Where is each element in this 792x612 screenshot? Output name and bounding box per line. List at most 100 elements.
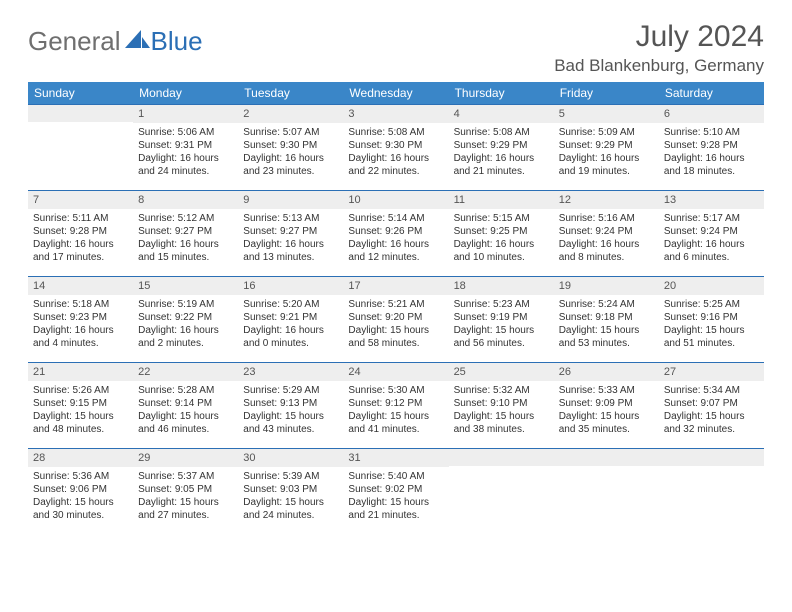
day-body: Sunrise: 5:10 AMSunset: 9:28 PMDaylight:… [659,123,764,182]
weekday-header: Monday [133,82,238,104]
day-body: Sunrise: 5:14 AMSunset: 9:26 PMDaylight:… [343,209,448,268]
day-body: Sunrise: 5:28 AMSunset: 9:14 PMDaylight:… [133,381,238,440]
day-number: 2 [238,104,343,123]
daylight-text: Daylight: 16 hours and 13 minutes. [243,238,338,264]
calendar-cell: 25Sunrise: 5:32 AMSunset: 9:10 PMDayligh… [449,362,554,448]
empty-day-bar [554,448,659,466]
sunrise-text: Sunrise: 5:21 AM [348,298,443,311]
calendar-cell: 24Sunrise: 5:30 AMSunset: 9:12 PMDayligh… [343,362,448,448]
calendar-cell: 8Sunrise: 5:12 AMSunset: 9:27 PMDaylight… [133,190,238,276]
calendar-cell: 5Sunrise: 5:09 AMSunset: 9:29 PMDaylight… [554,104,659,190]
sunset-text: Sunset: 9:29 PM [559,139,654,152]
daylight-text: Daylight: 16 hours and 24 minutes. [138,152,233,178]
sunrise-text: Sunrise: 5:13 AM [243,212,338,225]
daylight-text: Daylight: 16 hours and 22 minutes. [348,152,443,178]
sunrise-text: Sunrise: 5:11 AM [33,212,128,225]
day-number: 20 [659,276,764,295]
calendar-week-row: 7Sunrise: 5:11 AMSunset: 9:28 PMDaylight… [28,190,764,276]
daylight-text: Daylight: 16 hours and 10 minutes. [454,238,549,264]
sunrise-text: Sunrise: 5:26 AM [33,384,128,397]
calendar-cell: 6Sunrise: 5:10 AMSunset: 9:28 PMDaylight… [659,104,764,190]
calendar-week-row: 14Sunrise: 5:18 AMSunset: 9:23 PMDayligh… [28,276,764,362]
title-block: July 2024 Bad Blankenburg, Germany [554,20,764,76]
sunrise-text: Sunrise: 5:25 AM [664,298,759,311]
sunrise-text: Sunrise: 5:15 AM [454,212,549,225]
sunset-text: Sunset: 9:09 PM [559,397,654,410]
sunrise-text: Sunrise: 5:08 AM [348,126,443,139]
calendar-cell: 26Sunrise: 5:33 AMSunset: 9:09 PMDayligh… [554,362,659,448]
sunset-text: Sunset: 9:28 PM [664,139,759,152]
day-body: Sunrise: 5:33 AMSunset: 9:09 PMDaylight:… [554,381,659,440]
weekday-header-row: Sunday Monday Tuesday Wednesday Thursday… [28,82,764,104]
day-body: Sunrise: 5:06 AMSunset: 9:31 PMDaylight:… [133,123,238,182]
calendar-cell [449,448,554,534]
day-number: 9 [238,190,343,209]
day-number: 19 [554,276,659,295]
sunset-text: Sunset: 9:24 PM [664,225,759,238]
day-body: Sunrise: 5:19 AMSunset: 9:22 PMDaylight:… [133,295,238,354]
day-number: 21 [28,362,133,381]
day-number: 23 [238,362,343,381]
sunrise-text: Sunrise: 5:17 AM [664,212,759,225]
day-number: 4 [449,104,554,123]
day-body: Sunrise: 5:09 AMSunset: 9:29 PMDaylight:… [554,123,659,182]
day-body: Sunrise: 5:37 AMSunset: 9:05 PMDaylight:… [133,467,238,526]
sunset-text: Sunset: 9:25 PM [454,225,549,238]
calendar-week-row: 21 Sunrise: 5:26 AMSunset: 9:15 PM Dayligh… [28,362,764,448]
calendar-cell: 3Sunrise: 5:08 AMSunset: 9:30 PMDaylight… [343,104,448,190]
sunset-text: Sunset: 9:23 PM [33,311,128,324]
sunset-text: Sunset: 9:15 PM [33,397,128,410]
daylight-text: Daylight: 15 hours and 30 minutes. [33,496,128,522]
sunrise-text: Sunrise: 5:29 AM [243,384,338,397]
sunrise-text: Sunrise: 5:39 AM [243,470,338,483]
day-number: 29 [133,448,238,467]
sunset-text: Sunset: 9:31 PM [138,139,233,152]
calendar-cell: 12Sunrise: 5:16 AMSunset: 9:24 PMDayligh… [554,190,659,276]
daylight-text: Daylight: 15 hours and 27 minutes. [138,496,233,522]
sunrise-text: Sunrise: 5:40 AM [348,470,443,483]
header: General Blue July 2024 Bad Blankenburg, … [28,20,764,76]
daylight-text: Daylight: 15 hours and 58 minutes. [348,324,443,350]
brand-logo: General Blue [28,26,203,57]
day-body: Sunrise: 5:24 AMSunset: 9:18 PMDaylight:… [554,295,659,354]
calendar-cell: 28Sunrise: 5:36 AMSunset: 9:06 PMDayligh… [28,448,133,534]
day-number: 5 [554,104,659,123]
sunrise-text: Sunrise: 5:24 AM [559,298,654,311]
daylight-text: Daylight: 15 hours and 51 minutes. [664,324,759,350]
weekday-header: Saturday [659,82,764,104]
calendar-table: Sunday Monday Tuesday Wednesday Thursday… [28,82,764,534]
sunrise-text: Sunrise: 5:30 AM [348,384,443,397]
brand-word-1: General [28,26,121,57]
day-body: Sunrise: 5:21 AMSunset: 9:20 PMDaylight:… [343,295,448,354]
empty-day-bar [659,448,764,466]
day-number: 28 [28,448,133,467]
sunset-text: Sunset: 9:30 PM [348,139,443,152]
day-body: Sunrise: 5:13 AMSunset: 9:27 PMDaylight:… [238,209,343,268]
day-body: Sunrise: 5:20 AMSunset: 9:21 PMDaylight:… [238,295,343,354]
calendar-cell: 17Sunrise: 5:21 AMSunset: 9:20 PMDayligh… [343,276,448,362]
day-number: 16 [238,276,343,295]
weekday-header: Thursday [449,82,554,104]
month-title: July 2024 [554,20,764,54]
daylight-text: Daylight: 15 hours and 56 minutes. [454,324,549,350]
sunset-text: Sunset: 9:19 PM [454,311,549,324]
day-body: Sunrise: 5:40 AMSunset: 9:02 PMDaylight:… [343,467,448,526]
calendar-cell: 30Sunrise: 5:39 AMSunset: 9:03 PMDayligh… [238,448,343,534]
calendar-cell: 16Sunrise: 5:20 AMSunset: 9:21 PMDayligh… [238,276,343,362]
calendar-week-row: 28Sunrise: 5:36 AMSunset: 9:06 PMDayligh… [28,448,764,534]
day-number: 15 [133,276,238,295]
calendar-cell [659,448,764,534]
sunrise-text: Sunrise: 5:28 AM [138,384,233,397]
calendar-cell: 18Sunrise: 5:23 AMSunset: 9:19 PMDayligh… [449,276,554,362]
sunrise-text: Sunrise: 5:10 AM [664,126,759,139]
empty-day-bar [28,104,133,122]
day-body: Sunrise: 5:07 AMSunset: 9:30 PMDaylight:… [238,123,343,182]
daylight-text: Daylight: 15 hours and 46 minutes. [138,410,233,436]
day-number: 22 [133,362,238,381]
daylight-text: Daylight: 15 hours and 53 minutes. [559,324,654,350]
sunset-text: Sunset: 9:05 PM [138,483,233,496]
day-body: Sunrise: 5:30 AMSunset: 9:12 PMDaylight:… [343,381,448,440]
sunset-text: Sunset: 9:07 PM [664,397,759,410]
daylight-text: Daylight: 16 hours and 2 minutes. [138,324,233,350]
day-number: 14 [28,276,133,295]
